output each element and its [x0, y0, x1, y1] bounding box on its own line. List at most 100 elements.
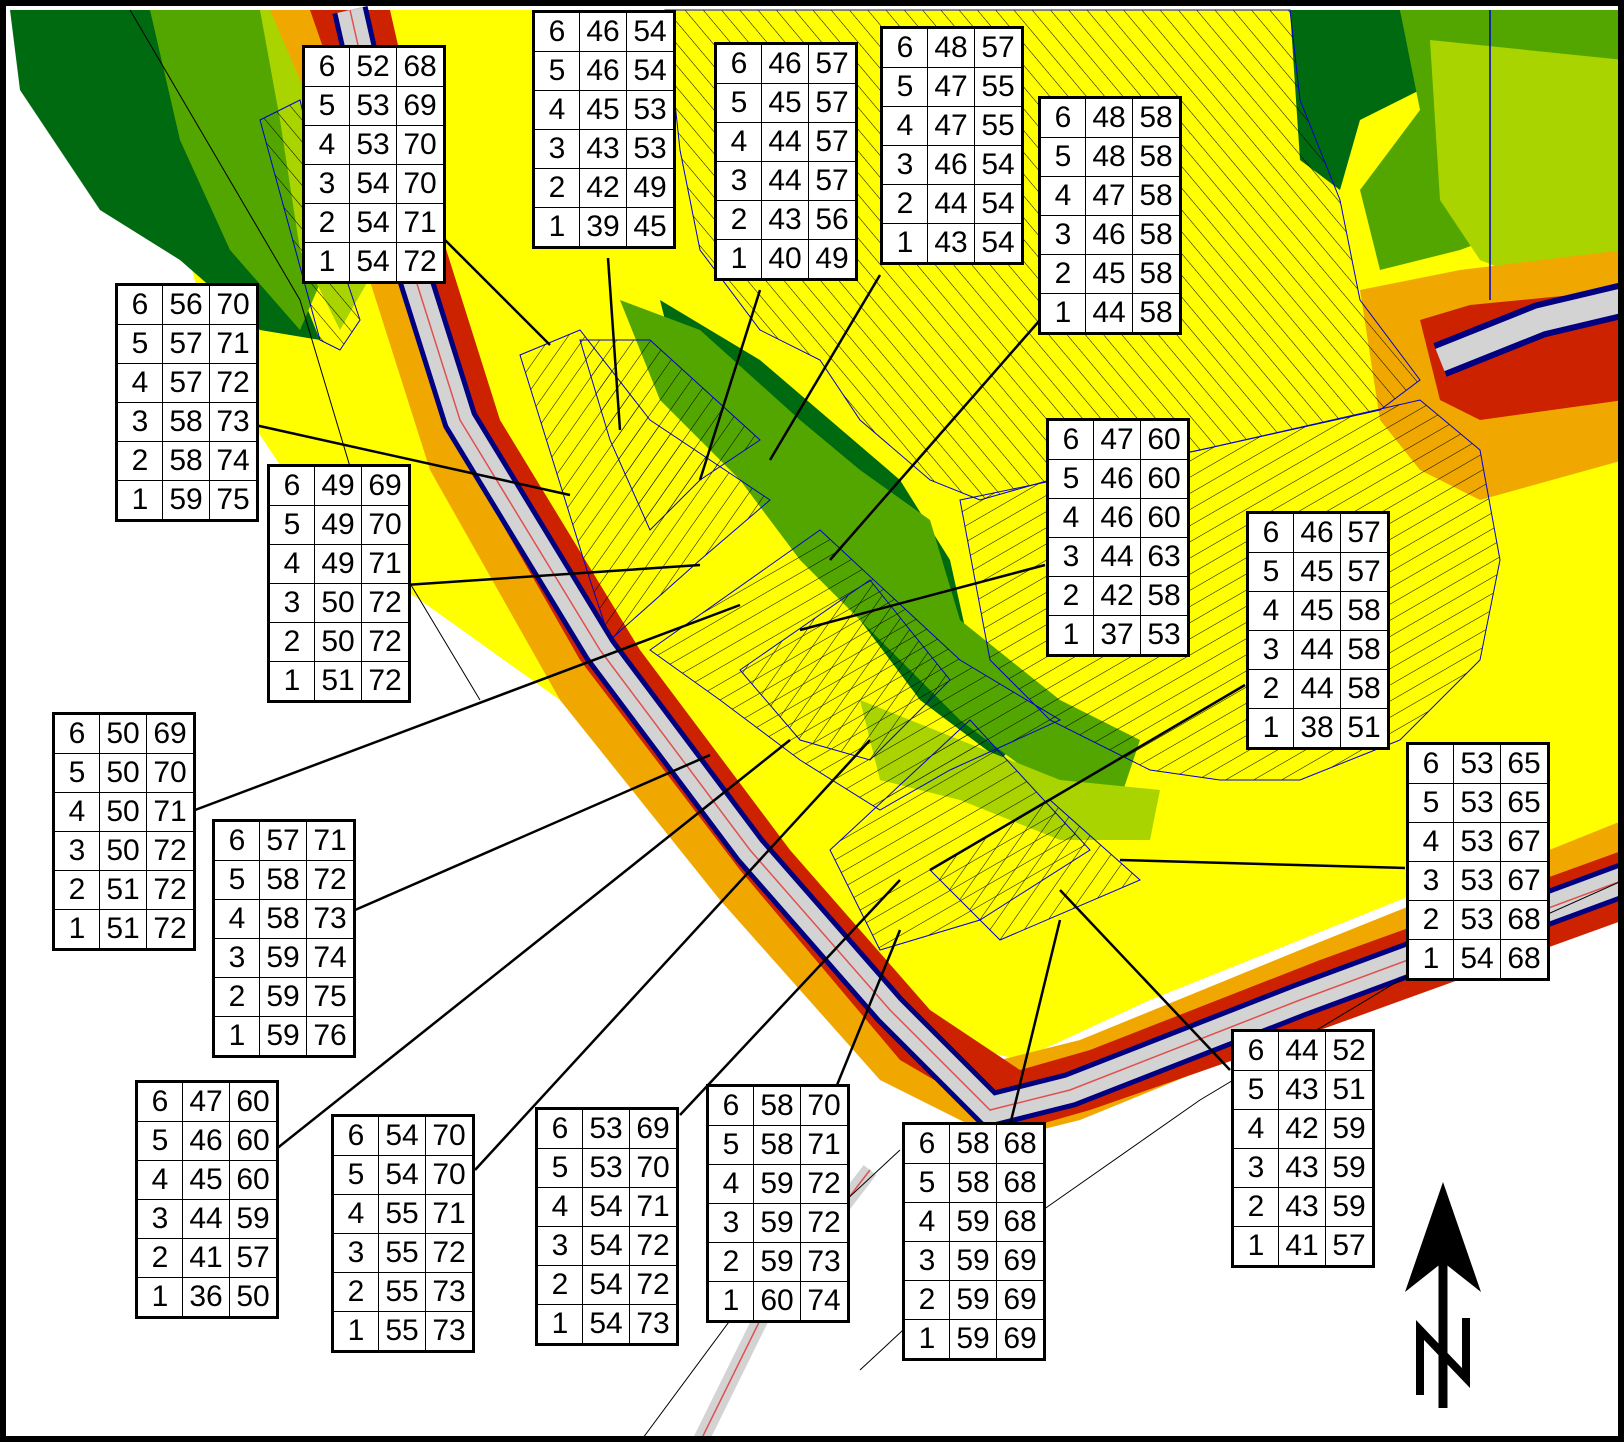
table-row: 2 54 72 — [536, 1265, 678, 1305]
table-cell: 70 — [800, 1085, 849, 1126]
table-row: 5 53 65 — [1407, 783, 1549, 823]
table-cell: 71 — [800, 1125, 849, 1165]
table-cell: 45 — [761, 83, 809, 123]
table-row: 6 46 54 — [533, 11, 675, 52]
table-cell: 73 — [629, 1304, 678, 1345]
table-cell: 57 — [259, 820, 307, 861]
table-cell: 72 — [146, 909, 195, 950]
table-row: 3 50 72 — [53, 831, 195, 871]
table-cell: 6 — [303, 46, 350, 87]
table-cell: 4 — [903, 1202, 950, 1242]
table-row: 3 59 72 — [707, 1203, 849, 1243]
table-row: 5 45 57 — [715, 83, 857, 123]
table-cell: 1 — [268, 661, 315, 702]
table-cell: 72 — [361, 661, 410, 702]
table-cell: 69 — [361, 465, 410, 506]
table-cell: 2 — [1407, 900, 1454, 940]
table-row: 6 58 70 — [707, 1085, 849, 1126]
table-row: 6 49 69 — [268, 465, 410, 506]
table-cell: 4 — [268, 544, 315, 584]
table-cell: 36 — [182, 1277, 230, 1318]
table-cell: 59 — [1325, 1109, 1374, 1149]
table-row: 5 58 72 — [213, 860, 355, 900]
noise-table: 6 57 71 5 58 72 4 58 73 3 59 74 2 59 75 1 59 76 — [212, 819, 356, 1058]
table-row: 3 54 72 — [536, 1226, 678, 1266]
table-cell: 54 — [974, 223, 1023, 264]
table-cell: 57 — [229, 1238, 278, 1278]
table-cell: 6 — [332, 1115, 379, 1156]
table-cell: 4 — [707, 1164, 754, 1204]
table-cell: 2 — [707, 1242, 754, 1282]
table-cell: 5 — [903, 1163, 950, 1203]
table-cell: 53 — [1453, 900, 1501, 940]
table-cell: 1 — [116, 480, 163, 521]
table-cell: 76 — [306, 1016, 355, 1057]
noise-table: 6 49 69 5 49 70 4 49 71 3 50 72 2 50 72 1 51 72 — [267, 464, 411, 703]
table-row: 2 43 59 — [1232, 1187, 1374, 1227]
table-cell: 6 — [1039, 97, 1086, 138]
table-row: 4 58 73 — [213, 899, 355, 939]
table-row: 4 45 58 — [1247, 591, 1389, 631]
table-row: 3 59 69 — [903, 1241, 1045, 1281]
north-arrow-icon — [1405, 1182, 1481, 1408]
table-cell: 3 — [1247, 630, 1294, 670]
table-cell: 68 — [996, 1163, 1045, 1203]
table-cell: 3 — [707, 1203, 754, 1243]
table-cell: 73 — [209, 402, 258, 442]
table-cell: 71 — [629, 1187, 678, 1227]
table-cell: 54 — [349, 203, 397, 243]
table-cell: 60 — [229, 1121, 278, 1161]
zone-light-green-right — [1430, 40, 1624, 280]
table-cell: 58 — [1340, 591, 1389, 631]
table-row: 6 50 69 — [53, 713, 195, 754]
table-cell: 56 — [162, 284, 210, 325]
table-cell: 59 — [753, 1203, 801, 1243]
table-cell: 3 — [332, 1233, 379, 1273]
table-cell: 3 — [268, 583, 315, 623]
table-cell: 73 — [425, 1272, 474, 1312]
table-cell: 2 — [536, 1265, 583, 1305]
table-row: 6 54 70 — [332, 1115, 474, 1156]
table-cell: 59 — [753, 1164, 801, 1204]
table-cell: 6 — [536, 1108, 583, 1149]
table-row: 1 55 73 — [332, 1311, 474, 1352]
table-cell: 54 — [582, 1226, 630, 1266]
table-row: 6 46 57 — [715, 43, 857, 84]
table-cell: 47 — [927, 106, 975, 146]
table-row: 2 42 49 — [533, 168, 675, 208]
table-cell: 54 — [378, 1155, 426, 1195]
table-cell: 5 — [1039, 137, 1086, 177]
table-cell: 57 — [808, 161, 857, 201]
road-centerline — [349, 9, 1624, 1111]
table-row: 1 39 45 — [533, 207, 675, 248]
table-cell: 69 — [146, 713, 195, 754]
zone-dark-green-right — [1290, 10, 1420, 190]
table-cell: 2 — [332, 1272, 379, 1312]
table-cell: 51 — [99, 909, 147, 950]
table-cell: 2 — [268, 622, 315, 662]
table-cell: 65 — [1500, 783, 1549, 823]
table-cell: 45 — [1293, 591, 1341, 631]
table-row: 3 44 57 — [715, 161, 857, 201]
table-cell: 6 — [1232, 1030, 1279, 1071]
table-cell: 6 — [53, 713, 100, 754]
table-cell: 72 — [361, 622, 410, 662]
table-row: 5 49 70 — [268, 505, 410, 545]
table-cell: 4 — [116, 363, 163, 403]
table-row: 4 42 59 — [1232, 1109, 1374, 1149]
table-cell: 46 — [1085, 215, 1133, 255]
table-cell: 1 — [903, 1319, 950, 1360]
table-cell: 69 — [996, 1280, 1045, 1320]
table-row: 2 51 72 — [53, 870, 195, 910]
table-cell: 54 — [1453, 939, 1501, 980]
table-cell: 1 — [536, 1304, 583, 1345]
table-cell: 5 — [533, 51, 580, 91]
table-cell: 67 — [1500, 822, 1549, 862]
table-row: 4 54 71 — [536, 1187, 678, 1227]
table-row: 4 46 60 — [1047, 498, 1189, 538]
leader-lines — [194, 239, 1406, 1171]
table-cell: 57 — [808, 83, 857, 123]
table-row: 6 57 71 — [213, 820, 355, 861]
table-cell: 71 — [146, 792, 195, 832]
table-cell: 1 — [213, 1016, 260, 1057]
